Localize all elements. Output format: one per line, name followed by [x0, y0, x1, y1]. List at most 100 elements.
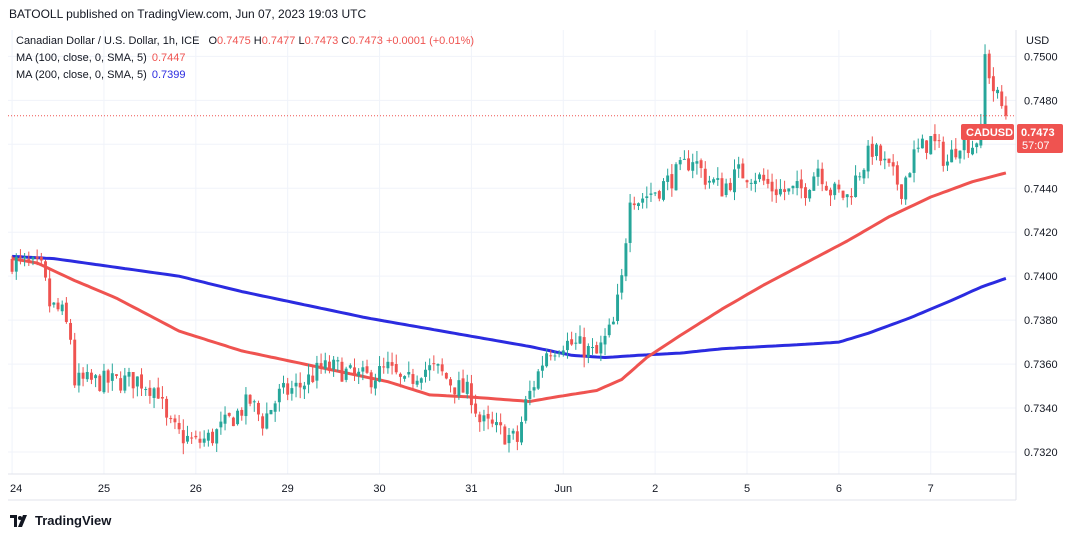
- candle-body: [578, 336, 582, 344]
- candle-body: [933, 133, 937, 142]
- candle-body: [365, 366, 369, 373]
- candle: [908, 172, 912, 178]
- candle-body: [858, 176, 862, 178]
- candle: [424, 361, 427, 383]
- candle-body: [950, 149, 954, 163]
- candle: [753, 172, 757, 193]
- candle: [561, 345, 565, 357]
- candle: [311, 366, 315, 384]
- candle-body: [770, 181, 774, 192]
- publisher-caption: BATOOLL published on TradingView.com, Ju…: [9, 7, 367, 21]
- candle: [574, 332, 578, 350]
- candle-body: [687, 158, 691, 171]
- candle: [69, 318, 73, 345]
- candle: [223, 406, 227, 431]
- candle-body: [753, 180, 757, 185]
- candle: [457, 371, 461, 400]
- candle: [987, 49, 991, 84]
- candle-body: [102, 370, 106, 393]
- candle-body: [503, 426, 507, 445]
- candle: [849, 188, 853, 205]
- candle: [453, 387, 457, 404]
- candle-body: [223, 414, 227, 424]
- candle-body: [206, 432, 210, 441]
- candle-body: [373, 380, 377, 389]
- tradingview-logo[interactable]: TradingView: [10, 513, 111, 528]
- candle-body: [724, 183, 728, 196]
- candle-body: [712, 179, 716, 183]
- candle-body: [540, 365, 544, 371]
- candle-body: [123, 375, 127, 391]
- candle: [641, 193, 645, 209]
- candle-body: [549, 355, 553, 357]
- candle-body: [649, 193, 653, 195]
- candle: [645, 186, 649, 209]
- candle-body: [474, 403, 478, 414]
- candle-body: [791, 185, 795, 189]
- candle-body: [211, 431, 214, 444]
- candle: [327, 355, 331, 374]
- candle-body: [883, 158, 887, 161]
- candle: [795, 170, 799, 196]
- candle-body: [482, 415, 486, 422]
- candle-body: [745, 180, 749, 183]
- candle: [252, 399, 256, 412]
- candle: [23, 253, 27, 267]
- candle-body: [353, 367, 356, 375]
- candle: [670, 164, 674, 197]
- candle: [315, 355, 319, 389]
- candle-body: [411, 374, 415, 384]
- candle-body: [327, 361, 331, 371]
- candle-body: [987, 53, 991, 79]
- legend-ohlc: Canadian Dollar / U.S. Dollar, 1h, ICE O…: [16, 35, 474, 47]
- candle-body: [156, 387, 160, 399]
- candle-body: [741, 163, 745, 179]
- candle-body: [369, 372, 373, 388]
- time-tick-label: 24: [10, 483, 22, 495]
- candle: [31, 256, 35, 266]
- candle-body: [937, 140, 941, 142]
- time-tick-label: 30: [373, 483, 385, 495]
- legend-ma200-value: 0.7399: [151, 69, 186, 81]
- candle: [499, 413, 503, 435]
- candle: [365, 359, 369, 374]
- candle-body: [645, 196, 649, 199]
- candle: [428, 358, 432, 381]
- candle: [687, 150, 691, 172]
- candle-body: [870, 143, 874, 157]
- candle-body: [841, 190, 845, 198]
- candle: [382, 357, 386, 374]
- candle: [503, 424, 507, 445]
- candle-body: [323, 360, 327, 369]
- candle-body: [691, 162, 695, 171]
- candle-body: [812, 176, 816, 191]
- candle-body: [148, 387, 152, 396]
- candle-body: [240, 409, 244, 416]
- candle-body: [603, 335, 607, 345]
- candle-body: [895, 165, 899, 185]
- candle-body: [636, 203, 640, 206]
- candle-body: [728, 182, 732, 191]
- candle-body: [428, 365, 432, 371]
- candle-body: [252, 401, 256, 403]
- candle: [774, 179, 778, 203]
- candle: [699, 158, 703, 178]
- price-tick-label: 0.7400: [1024, 271, 1058, 283]
- candle: [432, 355, 436, 371]
- candle-body: [607, 324, 611, 336]
- candle-body: [536, 371, 540, 389]
- candle: [904, 175, 908, 205]
- candle: [520, 416, 523, 446]
- candle-body: [160, 397, 164, 399]
- candle: [950, 140, 954, 163]
- candle: [123, 367, 127, 394]
- candle: [273, 400, 277, 422]
- last-price-tag: CADUSD 0.7473 57:07: [961, 124, 1063, 153]
- legend-ma100-value: 0.7447: [151, 52, 186, 64]
- candle-body: [833, 183, 837, 196]
- candle-body: [520, 421, 523, 443]
- candle-body: [904, 177, 908, 200]
- candle-body: [499, 422, 503, 426]
- candle-body: [357, 371, 361, 377]
